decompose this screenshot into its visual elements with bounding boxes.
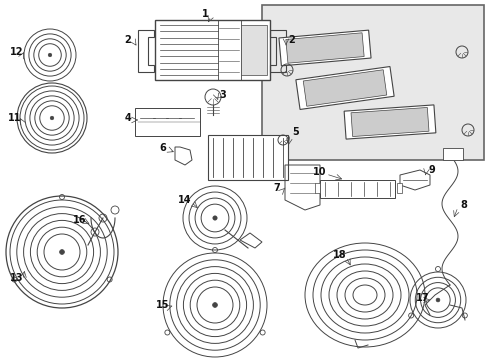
Circle shape xyxy=(50,116,54,120)
Polygon shape xyxy=(278,30,370,66)
Text: 11: 11 xyxy=(8,113,21,123)
Text: 1: 1 xyxy=(201,9,208,19)
Circle shape xyxy=(435,298,439,302)
Text: 16: 16 xyxy=(73,215,86,225)
FancyBboxPatch shape xyxy=(207,135,287,180)
Text: 10: 10 xyxy=(313,167,326,177)
Text: 14: 14 xyxy=(178,195,191,205)
Text: 3: 3 xyxy=(219,90,226,100)
Polygon shape xyxy=(285,33,364,63)
Circle shape xyxy=(48,53,52,57)
Text: 18: 18 xyxy=(332,250,346,260)
Text: 6: 6 xyxy=(159,143,166,153)
Text: 8: 8 xyxy=(460,200,467,210)
FancyBboxPatch shape xyxy=(314,183,319,193)
FancyBboxPatch shape xyxy=(442,148,462,160)
Text: 9: 9 xyxy=(428,165,434,175)
Text: 7: 7 xyxy=(273,183,280,193)
Circle shape xyxy=(60,249,64,255)
FancyBboxPatch shape xyxy=(396,183,401,193)
Text: 13: 13 xyxy=(10,273,24,283)
Polygon shape xyxy=(295,67,393,109)
Text: 4: 4 xyxy=(124,113,131,123)
Text: 5: 5 xyxy=(292,127,299,137)
Text: 2: 2 xyxy=(288,35,295,45)
Text: 12: 12 xyxy=(10,47,24,57)
Text: 15: 15 xyxy=(156,300,169,310)
Polygon shape xyxy=(303,70,386,106)
Text: 17: 17 xyxy=(415,293,429,303)
Polygon shape xyxy=(344,105,435,139)
Circle shape xyxy=(212,216,217,220)
FancyBboxPatch shape xyxy=(241,25,266,75)
FancyBboxPatch shape xyxy=(155,20,269,80)
FancyBboxPatch shape xyxy=(319,180,394,198)
FancyBboxPatch shape xyxy=(262,5,483,160)
FancyBboxPatch shape xyxy=(135,108,200,136)
Circle shape xyxy=(212,303,217,307)
Text: 2: 2 xyxy=(124,35,131,45)
Polygon shape xyxy=(350,108,428,136)
